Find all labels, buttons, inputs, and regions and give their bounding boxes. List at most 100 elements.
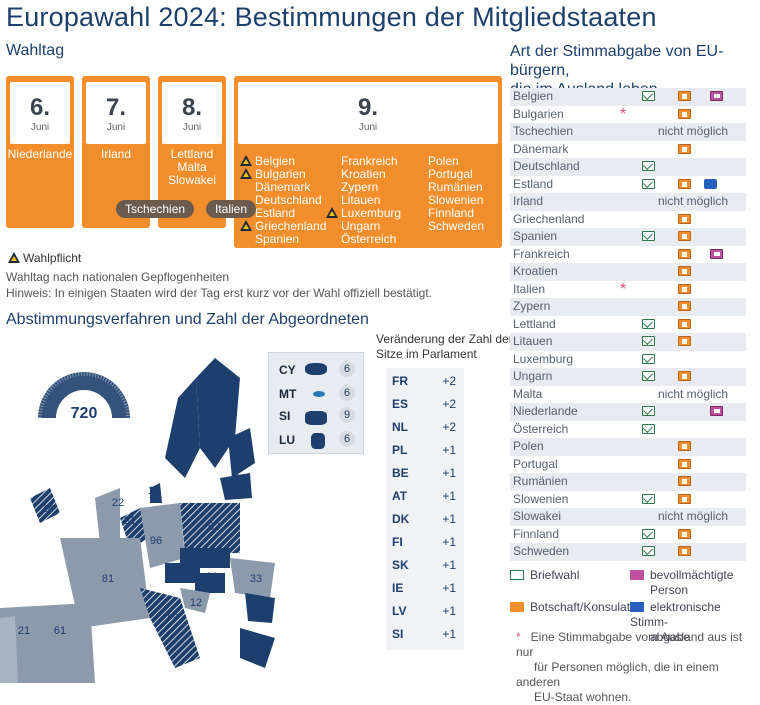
abstimmung-heading: Abstimmungsverfahren und Zahl der Abgeor…: [6, 311, 369, 328]
seat-row: NL +2: [392, 420, 456, 434]
country-row: Luxemburg: [510, 351, 746, 369]
country-name: Österreich: [513, 421, 569, 436]
country-row: Tschechien nicht möglich: [510, 123, 746, 141]
seat-row: FI +1: [392, 535, 456, 549]
country-row: Polen: [510, 438, 746, 456]
country-row: Spanien: [510, 228, 746, 246]
bot-icon: [678, 108, 691, 119]
country-row: Malta nicht möglich: [510, 386, 746, 404]
country-row: Belgien: [510, 88, 746, 106]
bot-icon: [678, 318, 691, 329]
country-name: Bulgarien: [513, 106, 564, 121]
legend-botschaft: Botschaft/Konsulat: [510, 600, 630, 614]
calendar-day-6: 6. Juni Niederlande: [6, 76, 74, 228]
calendar-day-9: 9. Juni: [234, 76, 502, 248]
country-row: Litauen: [510, 333, 746, 351]
brief-icon: [642, 546, 655, 556]
country-name: Estland: [513, 176, 554, 191]
brief-icon: [642, 423, 655, 434]
warning-icon: [240, 155, 252, 166]
bot-icon: [678, 301, 691, 311]
svg-text:31: 31: [124, 515, 136, 527]
country-row: Rumänien: [510, 473, 746, 491]
page-title: Europawahl 2024: Bestimmungen der Mitgli…: [6, 2, 657, 32]
svg-text:22: 22: [112, 497, 124, 509]
country-name: Griechenland: [513, 211, 585, 226]
svg-text:96: 96: [150, 535, 162, 547]
country-row: Finnland: [510, 526, 746, 544]
brief-icon: [642, 91, 655, 101]
country-row: Italien *: [510, 281, 746, 299]
country-name: Dänemark: [513, 141, 569, 156]
country-row: Griechenland: [510, 211, 746, 229]
legend-star-note: * Eine Stimmabgabe vom Ausland aus ist nu…: [516, 630, 743, 704]
svg-text:21: 21: [206, 571, 218, 583]
brief-icon: [642, 371, 655, 381]
country-row: Irland nicht möglich: [510, 193, 746, 211]
country-name: Italien: [513, 281, 546, 296]
legend-briefwahl: Briefwahl: [510, 568, 579, 582]
small-states-box: CY 6 MT 6 SI 9 LU 6: [268, 352, 364, 454]
seat-change-heading: Veränderung der Zahl der Sitze im Parlame…: [376, 332, 513, 361]
svg-text:76: 76: [166, 609, 178, 621]
country-name: Zypern: [513, 299, 551, 313]
country-name: Frankreich: [513, 246, 570, 261]
warning-icon: [240, 168, 252, 179]
country-row: Österreich: [510, 421, 746, 439]
brief-icon: [642, 353, 655, 364]
seat-change-table: [386, 368, 464, 650]
seat-row: LV +1: [392, 604, 456, 618]
country-row: Estland: [510, 176, 746, 194]
country-name: Irland: [513, 194, 544, 208]
day9-column-1: Belgien Bulgarien Dänemark Deutschland E…: [240, 155, 326, 246]
voll-icon: [710, 91, 723, 101]
svg-text:17: 17: [256, 603, 268, 615]
day9-column-2: Frankreich Kroatien Zypern Litauen Luxem…: [326, 155, 401, 246]
country-row: Dänemark: [510, 141, 746, 159]
svg-text:81: 81: [102, 573, 114, 585]
svg-text:33: 33: [250, 573, 262, 585]
country-row: Slowakei nicht möglich: [510, 508, 746, 526]
day9-column-3: Polen Portugal Rumänien Slowenien Finnland S…: [428, 154, 485, 233]
country-row: Portugal: [510, 456, 746, 474]
bot-icon: [678, 371, 691, 381]
pill-tschechien: Tschechien: [116, 200, 195, 218]
country-name: Spanien: [513, 229, 558, 243]
seat-row: SK +1: [392, 558, 456, 572]
country-name: Finnland: [513, 526, 560, 541]
country-row: Deutschland: [510, 158, 746, 176]
embassy-icon: [510, 602, 524, 612]
country-name: Portugal: [513, 456, 558, 471]
europe-map: 720 15 21 7 9 11 15 22 14 31 96 53 21 15…: [0, 358, 275, 683]
brief-icon: [642, 528, 655, 539]
bot-icon: [678, 441, 691, 451]
svg-text:12: 12: [190, 597, 202, 609]
seat-row: AT +1: [392, 489, 456, 503]
not-possible-label: nicht möglich: [658, 194, 729, 208]
country-name: Belgien: [513, 89, 554, 103]
note-2: Hinweis: In einigen Staaten wird der Tag…: [6, 286, 432, 300]
country-name: Kroatien: [513, 264, 558, 278]
bot-icon: [678, 91, 691, 101]
bot-icon: [678, 476, 691, 486]
svg-text:15: 15: [220, 415, 232, 427]
bot-icon: [678, 213, 691, 224]
svg-text:14: 14: [42, 503, 54, 515]
bot-icon: [678, 546, 691, 556]
bot-icon: [678, 283, 691, 294]
not-possible-label: nicht möglich: [658, 386, 729, 401]
bot-icon: [678, 458, 691, 469]
country-row: Zypern: [510, 298, 746, 316]
svg-text:15: 15: [212, 549, 224, 561]
wahltag-heading: Wahltag: [6, 42, 65, 59]
wahlpflicht-label: Wahlpflicht: [23, 251, 82, 265]
electronic-vote-icon: [630, 602, 644, 612]
seat-row: ES +2: [392, 397, 456, 411]
country-name: Luxemburg: [513, 351, 574, 366]
pill-italien: Italien: [206, 200, 257, 218]
voting-method-table: Belgien Bulgarien * Tschechien nicht möglich…: [510, 88, 746, 561]
brief-icon: [642, 493, 655, 504]
country-name: Malta: [513, 386, 543, 401]
country-row: Kroatien: [510, 263, 746, 281]
country-row: Schweden: [510, 543, 746, 561]
